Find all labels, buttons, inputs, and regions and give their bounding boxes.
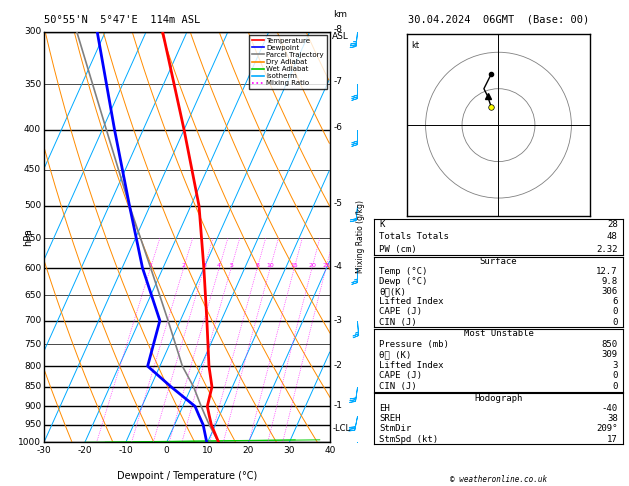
Text: CAPE (J): CAPE (J) [379, 371, 422, 381]
Text: 5: 5 [229, 263, 233, 268]
Text: 0: 0 [613, 308, 618, 316]
Text: 20: 20 [308, 263, 316, 268]
Text: 12.7: 12.7 [596, 267, 618, 276]
Text: 950: 950 [24, 420, 41, 429]
Text: 48: 48 [607, 232, 618, 242]
Text: 209°: 209° [596, 424, 618, 434]
Text: 650: 650 [24, 291, 41, 300]
Text: 700: 700 [24, 316, 41, 325]
Text: 30: 30 [284, 446, 295, 455]
Text: θᴇ(K): θᴇ(K) [379, 287, 406, 296]
Text: -1: -1 [333, 401, 342, 410]
Text: 8: 8 [255, 263, 259, 268]
Text: 1000: 1000 [18, 438, 41, 447]
Text: 1: 1 [148, 263, 152, 268]
Text: 400: 400 [24, 125, 41, 134]
Text: -LCL: -LCL [332, 424, 350, 433]
Text: 10: 10 [202, 446, 213, 455]
Text: hPa: hPa [23, 228, 33, 246]
Text: -3: -3 [333, 316, 342, 325]
Text: -40: -40 [601, 404, 618, 413]
Text: 2.32: 2.32 [596, 244, 618, 254]
Text: -4: -4 [333, 262, 342, 271]
Text: Lifted Index: Lifted Index [379, 361, 443, 370]
Text: -20: -20 [77, 446, 92, 455]
Text: SREH: SREH [379, 414, 401, 423]
Text: 15: 15 [291, 263, 298, 268]
Text: Temp (°C): Temp (°C) [379, 267, 428, 276]
Text: 309: 309 [601, 350, 618, 359]
Text: 6: 6 [613, 297, 618, 306]
Text: StmSpd (kt): StmSpd (kt) [379, 434, 438, 444]
Text: 306: 306 [601, 287, 618, 296]
Text: 0: 0 [613, 382, 618, 391]
Text: 900: 900 [24, 402, 41, 411]
Text: km: km [333, 10, 347, 19]
Text: -7: -7 [333, 77, 342, 86]
Text: 10: 10 [266, 263, 274, 268]
Text: StmDir: StmDir [379, 424, 411, 434]
Text: Dewpoint / Temperature (°C): Dewpoint / Temperature (°C) [117, 471, 257, 481]
Text: 850: 850 [601, 340, 618, 349]
Text: -8: -8 [333, 25, 342, 34]
Text: 450: 450 [24, 165, 41, 174]
Text: 28: 28 [607, 220, 618, 229]
Text: -10: -10 [118, 446, 133, 455]
Text: 2: 2 [182, 263, 186, 268]
Text: Most Unstable: Most Unstable [464, 330, 533, 338]
Text: 3: 3 [613, 361, 618, 370]
Text: 0: 0 [613, 317, 618, 327]
Text: 9.8: 9.8 [601, 278, 618, 286]
Text: CAPE (J): CAPE (J) [379, 308, 422, 316]
Text: 50°55'N  5°47'E  114m ASL: 50°55'N 5°47'E 114m ASL [44, 15, 200, 25]
Text: 800: 800 [24, 362, 41, 371]
Text: ASL: ASL [332, 32, 349, 41]
Text: 550: 550 [24, 234, 41, 243]
Text: -30: -30 [36, 446, 52, 455]
Text: 300: 300 [24, 27, 41, 36]
Text: CIN (J): CIN (J) [379, 317, 417, 327]
Text: Mixing Ratio (g/kg): Mixing Ratio (g/kg) [357, 200, 365, 274]
Text: 17: 17 [607, 434, 618, 444]
Text: Surface: Surface [480, 257, 517, 266]
Legend: Temperature, Dewpoint, Parcel Trajectory, Dry Adiabat, Wet Adiabat, Isotherm, Mi: Temperature, Dewpoint, Parcel Trajectory… [249, 35, 326, 89]
Text: 0: 0 [613, 371, 618, 381]
Text: 40: 40 [325, 446, 336, 455]
Text: © weatheronline.co.uk: © weatheronline.co.uk [450, 474, 547, 484]
Text: 600: 600 [24, 263, 41, 273]
Text: 0: 0 [164, 446, 170, 455]
Text: 350: 350 [24, 80, 41, 88]
Text: kt: kt [411, 41, 419, 51]
Text: -6: -6 [333, 122, 342, 132]
Text: Pressure (mb): Pressure (mb) [379, 340, 449, 349]
Text: 750: 750 [24, 340, 41, 348]
Text: 30.04.2024  06GMT  (Base: 00): 30.04.2024 06GMT (Base: 00) [408, 15, 589, 25]
Text: 850: 850 [24, 382, 41, 391]
Text: EH: EH [379, 404, 390, 413]
Text: CIN (J): CIN (J) [379, 382, 417, 391]
Text: 3: 3 [202, 263, 206, 268]
Text: 25: 25 [322, 263, 330, 268]
Text: Dewp (°C): Dewp (°C) [379, 278, 428, 286]
Text: 4: 4 [217, 263, 221, 268]
Text: K: K [379, 220, 384, 229]
Text: θᴇ (K): θᴇ (K) [379, 350, 411, 359]
Text: 500: 500 [24, 201, 41, 210]
Text: -2: -2 [333, 361, 342, 370]
Text: 20: 20 [243, 446, 254, 455]
Text: -5: -5 [333, 199, 342, 208]
Text: Lifted Index: Lifted Index [379, 297, 443, 306]
Text: Totals Totals: Totals Totals [379, 232, 449, 242]
Text: 38: 38 [607, 414, 618, 423]
Text: Hodograph: Hodograph [474, 394, 523, 403]
Text: PW (cm): PW (cm) [379, 244, 417, 254]
